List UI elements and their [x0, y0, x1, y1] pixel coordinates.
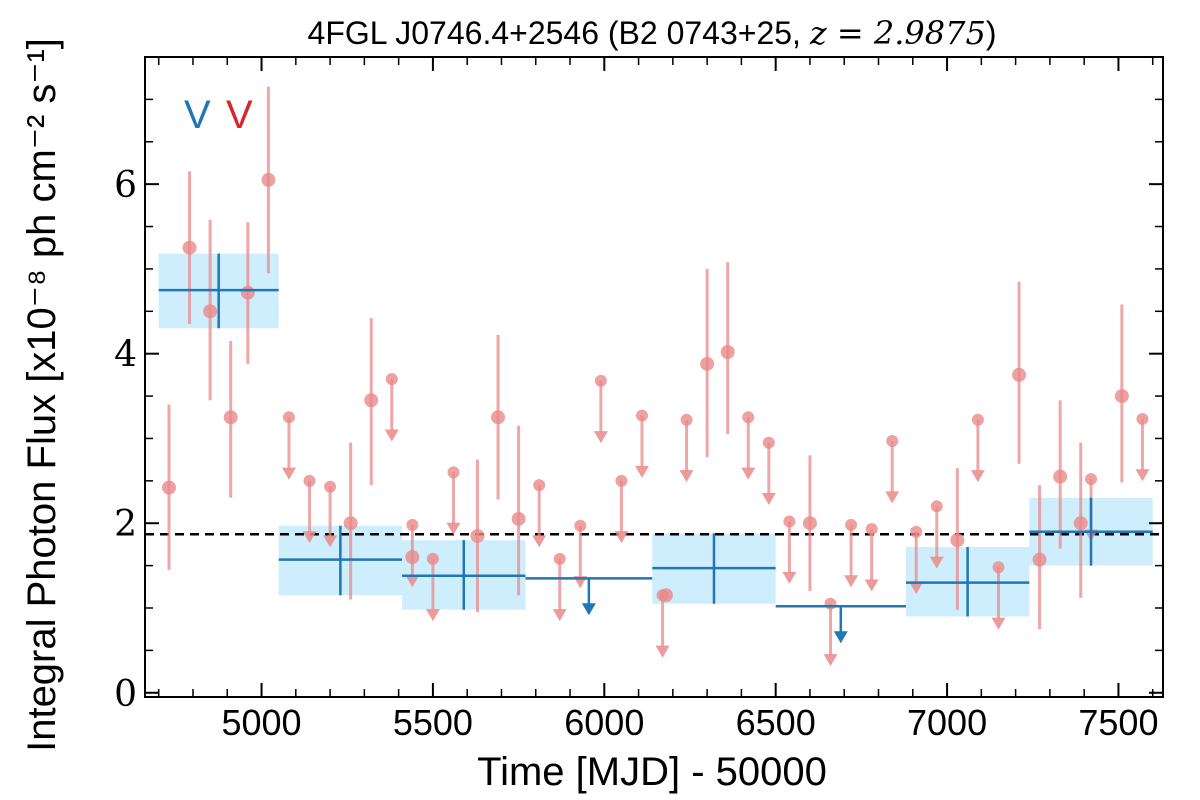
short-bin-upper-limit-point: [971, 413, 984, 426]
y-tick-label: 2: [114, 504, 137, 545]
long-bin-upper-limit-arrow: [581, 603, 596, 616]
long-bin-points: [158, 253, 1153, 644]
short-bin-upper-limit-point: [324, 480, 337, 493]
short-bin-point: [1012, 367, 1027, 382]
y-tick-label: 0: [114, 674, 137, 715]
short-bin-upper-limit-point: [615, 474, 628, 487]
legend-label-short: V: [226, 93, 253, 137]
short-bin-upper-limit-arrow: [761, 493, 776, 506]
short-bin-upper-limit-arrow: [741, 467, 756, 480]
short-bin-upper-limit-point: [282, 411, 295, 424]
short-bin-upper-limit-arrow: [614, 531, 629, 544]
short-bin-upper-limit-point: [574, 519, 587, 532]
short-bin-points: [161, 86, 1150, 667]
short-bin-point: [223, 410, 238, 425]
short-bin-upper-limit-arrow: [1135, 469, 1150, 482]
short-bin-point: [491, 410, 506, 425]
axes-frame: [144, 56, 1164, 698]
short-bin-upper-limit-point: [845, 518, 858, 531]
short-bin-upper-limit-arrow: [909, 582, 924, 595]
short-bin-upper-limit-point: [783, 515, 796, 528]
short-bin-point: [1032, 552, 1047, 567]
x-tick-labels: 5000 5500 6000 6500 7000 7500: [221, 702, 1158, 743]
short-bin-point: [470, 528, 485, 543]
short-bin-upper-limit-arrow: [552, 609, 567, 622]
short-bin-upper-limit-point: [553, 552, 566, 565]
short-bin-upper-limit-point: [762, 436, 775, 449]
short-bin-upper-limit-point: [824, 597, 837, 610]
short-bin-upper-limit-point: [533, 479, 546, 492]
short-bin-point: [720, 344, 735, 359]
short-bin-upper-limit-arrow: [885, 491, 900, 504]
short-bin-upper-limit-point: [680, 413, 693, 426]
short-bin-upper-limit-arrow: [782, 571, 797, 584]
short-bin-upper-limit-point: [594, 374, 607, 387]
short-bin-upper-limit-arrow: [679, 470, 694, 483]
y-tick-labels: 0 2 4 6: [114, 165, 137, 715]
short-bin-point: [161, 480, 176, 495]
short-bin-point: [261, 172, 276, 187]
short-bin-upper-limit-arrow: [823, 654, 838, 667]
short-bin-point: [950, 533, 965, 548]
short-bin-upper-limit-point: [656, 589, 669, 602]
short-bin-upper-limit-point: [636, 409, 649, 422]
short-bin-upper-limit-arrow: [635, 465, 650, 478]
short-bin-upper-limit-point: [1085, 473, 1098, 486]
short-bin-point: [802, 516, 817, 531]
x-tick-label: 6000: [564, 702, 644, 743]
long-bin-bands: [158, 253, 1153, 617]
short-bin-upper-limit-arrow: [864, 579, 879, 592]
y-tick-label: 4: [114, 335, 137, 376]
short-bin-upper-limit-arrow: [655, 645, 670, 658]
short-bin-point: [343, 516, 358, 531]
short-bin-upper-limit-point: [910, 525, 923, 538]
short-bin-upper-limit-arrow: [970, 470, 985, 483]
short-bin-upper-limit-arrow: [532, 535, 547, 548]
short-bin-upper-limit-arrow: [302, 531, 317, 544]
short-bin-point: [1114, 389, 1129, 404]
short-bin-upper-limit-point: [865, 523, 878, 536]
short-bin-upper-limit-arrow: [446, 522, 461, 535]
short-bin-point: [203, 304, 218, 319]
chart-title: 4FGL J0746.4+2546 (B2 0743+25, z = 2.987…: [308, 14, 997, 52]
short-bin-point: [182, 240, 197, 255]
short-bin-upper-limit-arrow: [425, 609, 440, 622]
short-bin-point: [700, 356, 715, 371]
short-bin-point: [240, 285, 255, 300]
short-bin-upper-limit-point: [742, 411, 755, 424]
x-tick-label: 5000: [221, 702, 301, 743]
short-bin-point: [1073, 516, 1088, 531]
plot-frame: [144, 56, 1164, 698]
short-bin-upper-limit-arrow: [844, 575, 859, 588]
short-bin-upper-limit-point: [385, 373, 398, 386]
short-bin-upper-limit-point: [886, 435, 899, 447]
legend-label-long: V: [184, 93, 211, 137]
short-bin-upper-limit-point: [426, 552, 439, 565]
short-bin-upper-limit-arrow: [384, 429, 399, 442]
short-bin-point: [511, 511, 526, 526]
short-bin-upper-limit-point: [406, 518, 419, 531]
short-bin-upper-limit-point: [447, 466, 460, 479]
short-bin-point: [1053, 469, 1068, 484]
x-tick-label: 5500: [393, 702, 473, 743]
x-axis-label: Time [MJD] - 50000: [477, 750, 827, 794]
short-bin-upper-limit-arrow: [991, 617, 1006, 630]
x-tick-label: 7500: [1078, 702, 1158, 743]
short-bin-upper-limit-arrow: [929, 556, 944, 569]
short-bin-point: [364, 393, 379, 408]
short-bin-upper-limit-arrow: [281, 467, 296, 480]
short-bin-upper-limit-point: [992, 561, 1005, 574]
y-tick-label: 6: [114, 165, 137, 206]
short-bin-upper-limit-arrow: [593, 431, 608, 444]
short-bin-upper-limit-arrow: [405, 575, 420, 588]
short-bin-upper-limit-arrow: [323, 535, 338, 548]
short-bin-upper-limit-point: [930, 500, 943, 513]
short-bin-upper-limit-point: [1136, 412, 1149, 425]
y-axis-label: Integral Photon Flux [x10⁻⁸ ph cm⁻² s⁻¹]: [20, 38, 64, 752]
long-bin-upper-limit-arrow: [833, 631, 848, 644]
x-tick-label: 7000: [907, 702, 987, 743]
short-bin-upper-limit-point: [303, 474, 316, 487]
x-tick-label: 6500: [736, 702, 816, 743]
